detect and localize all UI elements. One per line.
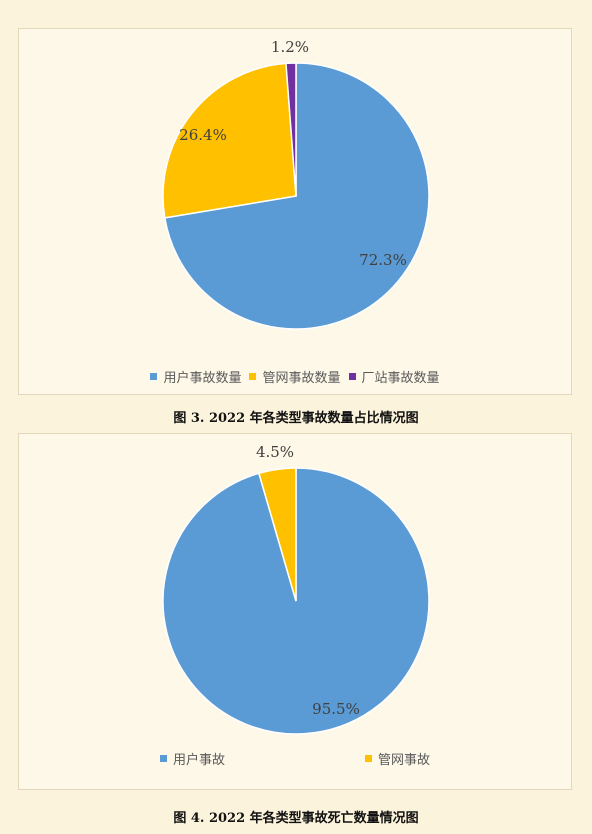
legend-item: 用户事故: [159, 749, 225, 768]
chart-panel-2: 95.5% 4.5% 用户事故 管网事故: [18, 433, 572, 790]
data-label: 95.5%: [312, 700, 360, 718]
legend-label: 用户事故: [172, 753, 225, 768]
legend-item: 管网事故: [365, 749, 430, 768]
data-label: 1.2%: [271, 38, 309, 56]
legend-label: 管网事故: [378, 753, 431, 768]
data-label: 26.4%: [179, 126, 227, 144]
legend-swatch: [348, 373, 356, 380]
legend-item: 用户事故数量: [150, 367, 241, 386]
pie-chart-1: 72.3% 26.4% 1.2%: [162, 38, 430, 330]
data-label: 72.3%: [359, 251, 407, 269]
legend-label: 用户事故数量: [163, 371, 242, 386]
pie-slice: [285, 62, 297, 197]
pie-slice: [257, 467, 297, 602]
legend-item: 管网事故数量: [249, 367, 341, 386]
pie-slice: [162, 62, 297, 219]
pie-chart-2: 95.5% 4.5%: [162, 443, 430, 735]
legend-1: 用户事故数量 管网事故数量 厂站事故数量: [19, 367, 571, 386]
legend-item: 厂站事故数量: [348, 367, 440, 386]
legend-swatch: [159, 755, 167, 762]
legend-swatch: [365, 755, 372, 762]
legend-2: 用户事故 管网事故: [19, 749, 571, 768]
legend-label: 厂站事故数量: [361, 371, 440, 386]
legend-swatch: [249, 373, 257, 380]
legend-swatch: [150, 373, 158, 380]
chart-panel-1: 72.3% 26.4% 1.2% 用户事故数量 管网事故数量 厂站事故数量: [18, 28, 572, 395]
figure-caption-2: 图 4. 2022 年各类型事故死亡数量情况图: [173, 811, 419, 826]
pie-slice: [163, 62, 430, 330]
data-label: 4.5%: [256, 443, 294, 461]
figure-caption-1: 图 3. 2022 年各类型事故数量占比情况图: [173, 411, 419, 426]
legend-label: 管网事故数量: [262, 371, 341, 386]
